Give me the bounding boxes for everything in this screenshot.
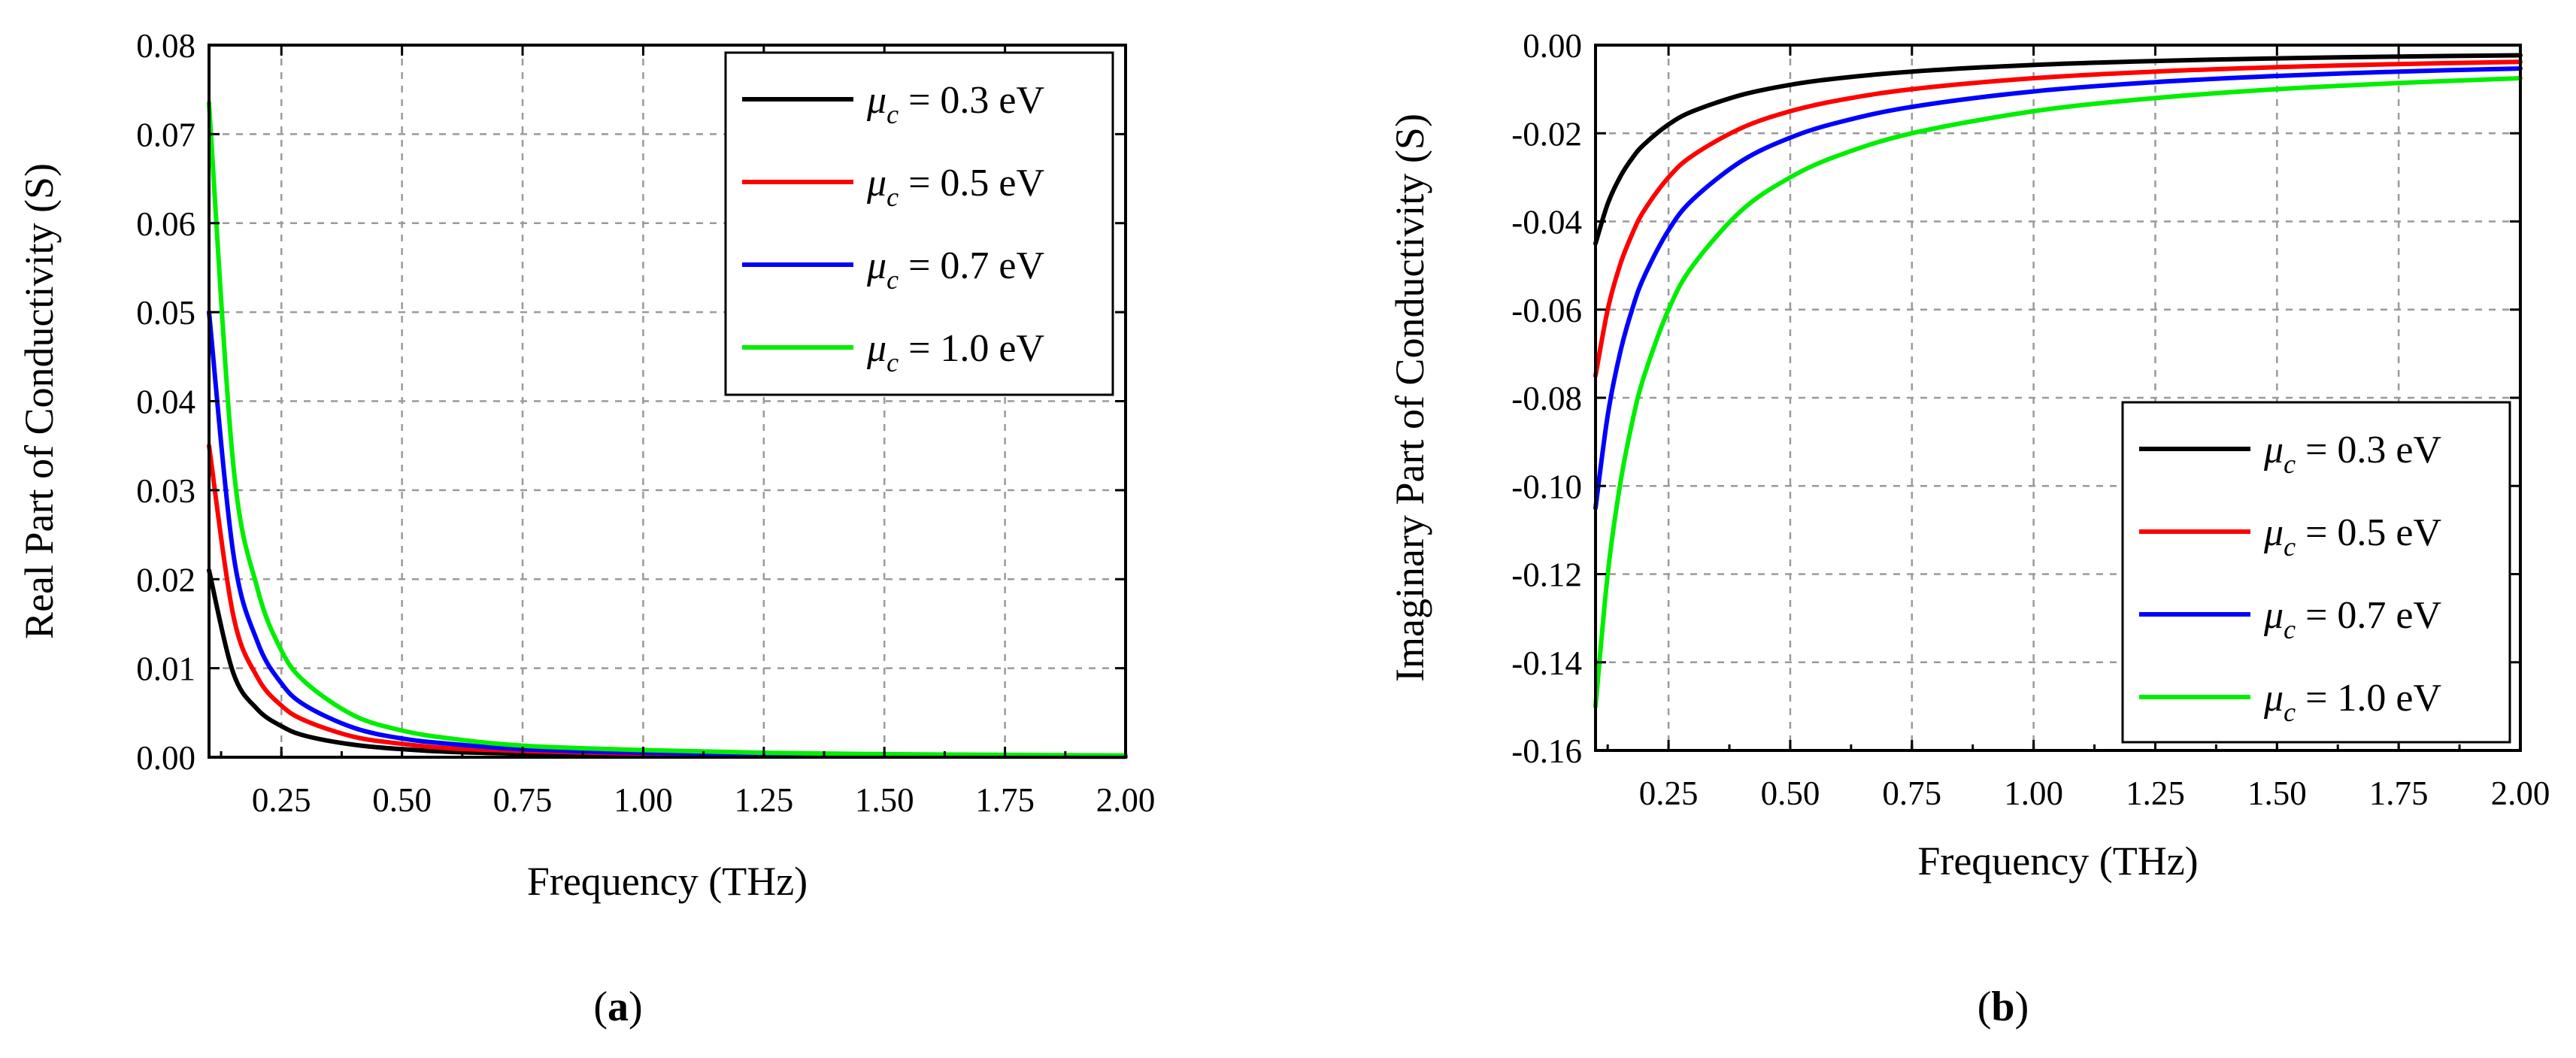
legend-mu-subscript: c [2284, 532, 2296, 562]
y-tick-label: 0.07 [136, 116, 195, 153]
x-tick-label: 1.25 [2126, 775, 2185, 812]
x-axis-label: Frequency (THz) [527, 859, 808, 904]
legend-label-2: μc = 0.5 eV [866, 162, 1044, 212]
series-line-4 [1593, 76, 2523, 709]
legend-box [2121, 401, 2511, 744]
panel-a-real-conductivity-chart: 0.25 0.50 0.75 1.00 1.25 1.50 1.75 2.00 0.00 0.01… [17, 27, 1155, 1030]
panel-label: (b) [1977, 984, 2029, 1030]
y-axis-label: Real Part of Conductivity (S) [17, 163, 62, 639]
panel-label-close: ) [629, 984, 643, 1030]
x-tick-label: 0.75 [1882, 775, 1941, 812]
x-tick-label: 1.75 [975, 781, 1035, 819]
legend-value: = 1.0 eV [2296, 677, 2441, 720]
legend-mu-subscript: c [886, 182, 899, 212]
x-axis-label: Frequency (THz) [1917, 838, 2198, 884]
legend-label-3: μc = 0.7 eV [866, 244, 1044, 295]
panel-label-letter: a [608, 984, 629, 1030]
legend-mu: μ [2263, 677, 2284, 720]
x-tick-label: 0.25 [1639, 775, 1699, 812]
x-tick-label: 1.50 [855, 781, 914, 819]
x-tick-label: 1.00 [2004, 775, 2063, 812]
y-tick-label: 0.02 [136, 561, 195, 599]
legend-value: = 0.3 eV [899, 79, 1044, 122]
x-tick-label: 1.75 [2369, 775, 2429, 812]
legend-mu: μ [866, 79, 886, 122]
legend-label-2: μc = 0.5 eV [2263, 511, 2441, 562]
y-tick-label: -0.16 [1511, 732, 1582, 770]
series-line-3 [1593, 66, 2523, 511]
legend-value: = 0.7 eV [2296, 594, 2441, 637]
panel-label-open: ( [1977, 984, 1992, 1030]
x-tick-label: 0.25 [252, 781, 311, 819]
series-line-1 [207, 568, 1128, 759]
x-tick-label: 1.00 [614, 781, 673, 819]
y-tick-label: -0.02 [1511, 115, 1582, 153]
y-tick-label: -0.10 [1511, 468, 1582, 505]
legend-mu: μ [2263, 429, 2284, 471]
legend-mu: μ [2263, 594, 2284, 637]
series-line-1 [1593, 53, 2523, 246]
y-tick-label: 0.06 [136, 205, 195, 243]
legend-mu-subscript: c [2284, 449, 2296, 479]
y-tick-label: -0.08 [1511, 380, 1582, 417]
legend-value: = 0.5 eV [899, 162, 1044, 205]
x-tick-label: 1.50 [2247, 775, 2307, 812]
panel-label: (a) [593, 984, 642, 1030]
x-tick-label: 0.50 [372, 781, 432, 819]
legend-mu: μ [866, 162, 886, 205]
legend-value: = 0.5 eV [2296, 511, 2441, 554]
legend-label-4: μc = 1.0 eV [2263, 677, 2441, 727]
y-axis-label: Imaginary Part of Conductivity (S) [1387, 114, 1432, 682]
legend-mu: μ [866, 327, 886, 370]
legend-value: = 1.0 eV [899, 327, 1044, 370]
series-line-2 [1593, 59, 2523, 378]
legend-mu-subscript: c [886, 347, 899, 377]
legend-box [724, 51, 1114, 396]
y-tick-label: 0.00 [136, 739, 195, 777]
x-tick-label: 1.25 [734, 781, 793, 819]
legend-label-4: μc = 1.0 eV [866, 327, 1044, 377]
y-tick-label: -0.04 [1511, 204, 1582, 241]
panel-label-letter: b [1991, 984, 2014, 1030]
legend-mu-subscript: c [2284, 614, 2296, 644]
y-tick-label: -0.06 [1511, 292, 1582, 329]
y-tick-label: 0.03 [136, 472, 195, 510]
y-tick-label: 0.01 [136, 650, 195, 688]
legend-label-1: μc = 0.3 eV [2263, 429, 2441, 479]
y-tick-label: 0.05 [136, 294, 195, 332]
panel-label-open: ( [593, 984, 608, 1030]
legend-mu-subscript: c [2284, 697, 2296, 727]
x-tick-label: 0.75 [493, 781, 553, 819]
y-tick-label: 0.08 [136, 27, 195, 65]
legend-label-1: μc = 0.3 eV [866, 79, 1044, 129]
legend-value: = 0.7 eV [899, 244, 1044, 287]
legend-mu: μ [2263, 511, 2284, 554]
y-tick-label: 0.04 [136, 383, 195, 421]
panel-b-imaginary-conductivity-chart: 0.25 0.50 0.75 1.00 1.25 1.50 1.75 2.00 -0.16 -0.… [1387, 27, 2550, 1030]
legend-mu: μ [866, 244, 886, 287]
y-tick-label: -0.12 [1511, 556, 1582, 594]
legend-value: = 0.3 eV [2296, 429, 2441, 471]
x-tick-label: 2.00 [2491, 775, 2550, 812]
legend-mu-subscript: c [886, 265, 899, 295]
panel-label-close: ) [2015, 984, 2029, 1030]
legend-mu-subscript: c [886, 99, 899, 129]
x-tick-label: 2.00 [1096, 781, 1156, 819]
y-tick-label: -0.14 [1511, 644, 1582, 682]
x-tick-label: 0.50 [1761, 775, 1820, 812]
y-tick-label: 0.00 [1523, 27, 1582, 65]
legend-label-3: μc = 0.7 eV [2263, 594, 2441, 644]
